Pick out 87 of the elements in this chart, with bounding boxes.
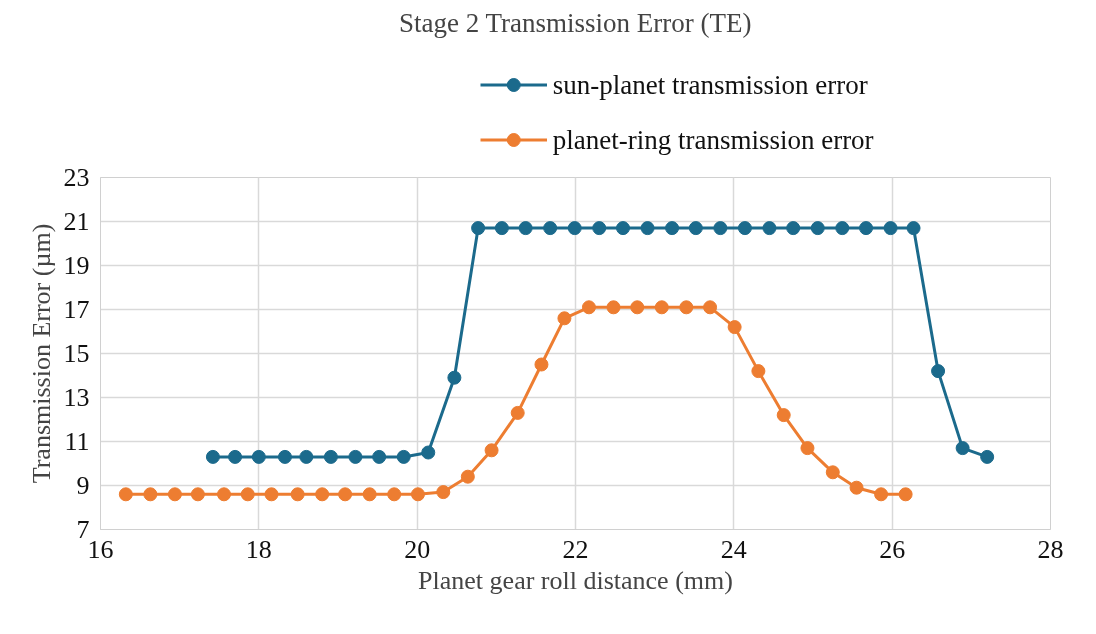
point: [898, 487, 913, 502]
point: [955, 441, 970, 456]
point: [762, 221, 777, 236]
point: [654, 300, 669, 315]
point: [737, 221, 752, 236]
point: [543, 221, 558, 236]
point: [410, 487, 425, 502]
point: [810, 221, 825, 236]
x-tick-label: 24: [720, 534, 747, 564]
chart-title: Stage 2 Transmission Error (TE): [399, 7, 752, 38]
point: [727, 320, 742, 335]
point: [835, 221, 850, 236]
point: [640, 221, 655, 236]
point: [277, 449, 292, 464]
point: [606, 300, 621, 315]
point: [849, 480, 864, 495]
y-tick-label: 9: [76, 471, 90, 500]
point: [240, 487, 255, 502]
y-tick-label: 23: [63, 163, 90, 192]
point: [703, 300, 718, 315]
y-tick-label: 21: [63, 207, 90, 236]
point: [372, 449, 387, 464]
point: [616, 221, 630, 236]
point: [688, 221, 703, 236]
x-tick-label: 18: [245, 534, 272, 564]
point: [665, 221, 680, 236]
point: [786, 221, 801, 236]
point: [859, 221, 874, 236]
point: [471, 221, 486, 236]
point: [534, 357, 549, 372]
point: [323, 449, 338, 464]
point: [751, 364, 766, 379]
point: [118, 487, 133, 502]
x-tick-label: 26: [879, 534, 906, 564]
point: [581, 300, 596, 315]
y-tick-label: 15: [63, 339, 90, 368]
point: [251, 449, 266, 464]
x-tick-label: 28: [1037, 534, 1064, 564]
point: [510, 405, 525, 420]
point: [679, 300, 694, 315]
legend-label: planet-ring transmission error: [552, 125, 874, 155]
point: [228, 449, 243, 464]
point: [387, 487, 402, 502]
point: [217, 487, 231, 502]
point: [460, 469, 475, 484]
x-tick-label: 22: [562, 534, 589, 564]
point: [874, 487, 889, 502]
y-tick-label: 11: [64, 427, 90, 456]
point: [776, 408, 791, 423]
point: [906, 221, 921, 236]
point: [931, 364, 946, 379]
y-tick-label: 13: [63, 383, 90, 412]
point: [436, 485, 451, 500]
legend-label: sun-planet transmission error: [552, 70, 868, 100]
y-tick-label: 7: [76, 515, 90, 544]
point: [421, 445, 436, 460]
point: [713, 221, 728, 236]
x-tick-label: 20: [404, 534, 431, 564]
point: [362, 487, 377, 502]
point: [980, 449, 995, 464]
point: [883, 221, 898, 236]
point: [494, 221, 509, 236]
point: [143, 487, 158, 502]
point: [348, 449, 363, 464]
point: [167, 487, 182, 502]
point: [825, 465, 840, 480]
y-axis-title: Transmission Error (µm): [26, 223, 56, 484]
point: [447, 370, 462, 385]
point: [567, 221, 582, 236]
point: [396, 449, 411, 464]
point: [290, 487, 305, 502]
point: [299, 449, 314, 464]
point: [592, 221, 607, 236]
point: [190, 487, 205, 502]
y-tick-label: 19: [63, 251, 90, 280]
point: [264, 487, 279, 502]
point: [557, 311, 572, 326]
x-tick-label: 16: [87, 534, 114, 564]
point: [484, 443, 499, 458]
point: [518, 221, 533, 236]
point: [205, 449, 220, 464]
x-axis-title: Planet gear roll distance (mm): [418, 565, 733, 595]
point: [338, 487, 353, 502]
point: [800, 441, 815, 456]
y-tick-label: 17: [63, 295, 90, 324]
point: [630, 300, 645, 315]
point: [315, 487, 330, 502]
